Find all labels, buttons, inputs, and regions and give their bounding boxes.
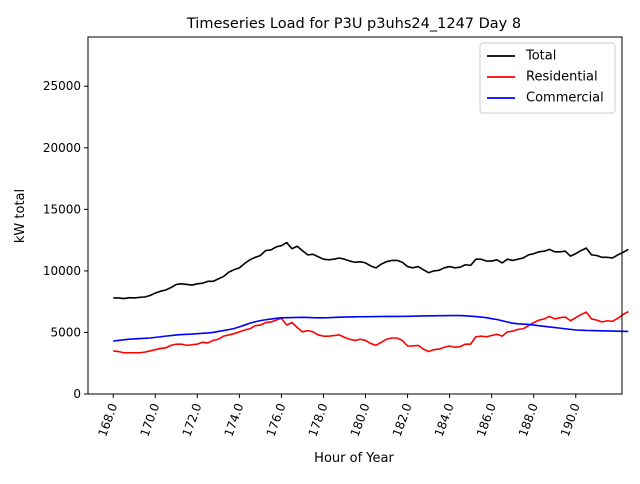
x-tick-label: 170.0 [137, 401, 162, 438]
y-tick-label: 10000 [43, 264, 81, 278]
chart-title: Timeseries Load for P3U p3uhs24_1247 Day… [186, 16, 521, 32]
legend-label-residential: Residential [526, 70, 598, 85]
x-tick-label: 178.0 [306, 401, 331, 438]
x-tick-label: 180.0 [348, 401, 373, 438]
y-axis-ticks: 0 5000 10000 15000 20000 25000 [43, 79, 88, 401]
x-axis-label: Hour of Year [314, 451, 394, 466]
x-tick-label: 172.0 [180, 401, 205, 438]
series-line-total [113, 241, 629, 300]
legend-box [479, 42, 616, 114]
x-tick-label: 190.0 [558, 401, 583, 438]
series-line-commercial [113, 314, 629, 342]
legend-label-commercial: Commercial [526, 91, 604, 106]
y-tick-label: 0 [73, 387, 81, 401]
x-tick-label: 182.0 [390, 401, 415, 438]
plot-lines [113, 241, 629, 354]
y-tick-label: 5000 [50, 325, 81, 339]
y-tick-label: 15000 [43, 202, 81, 216]
x-tick-label: 168.0 [95, 401, 120, 438]
y-axis-label: kW total [13, 189, 28, 243]
series-line-residential [113, 310, 629, 354]
legend: Total Residential Commercial [479, 42, 616, 114]
x-tick-label: 174.0 [222, 401, 247, 438]
x-tick-label: 186.0 [474, 401, 499, 438]
y-tick-label: 20000 [43, 141, 81, 155]
x-tick-label: 176.0 [264, 401, 289, 438]
x-tick-label: 188.0 [516, 401, 541, 438]
x-tick-label: 184.0 [432, 401, 457, 438]
plot-frame [87, 36, 623, 395]
y-tick-label: 25000 [43, 79, 81, 93]
x-axis-ticks: 168.0 170.0 172.0 174.0 176.0 178.0 180.0 182.0… [95, 394, 583, 439]
legend-label-total: Total [525, 49, 556, 64]
